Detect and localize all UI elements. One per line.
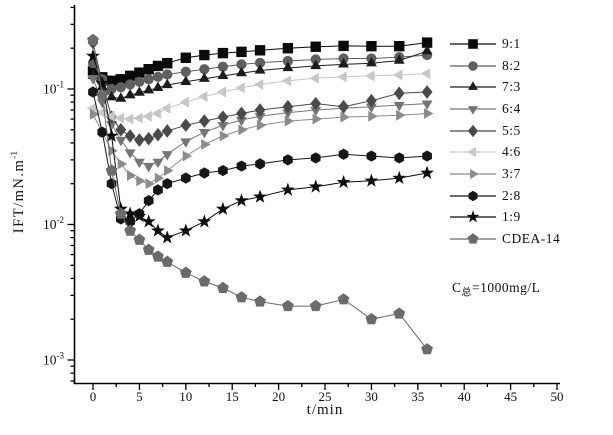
x-tick-label: 50 [551, 389, 564, 404]
x-tick-label: 30 [365, 389, 378, 404]
x-tick-label: 35 [411, 389, 424, 404]
series-6-4 [87, 75, 433, 173]
x-tick-label: 20 [272, 389, 285, 404]
legend-label: 7:3 [502, 79, 521, 95]
legend-item-3-7: 3:7 [449, 163, 560, 185]
annotation-subscript: 总 [461, 287, 473, 299]
total-concentration-annotation: C总=1000mg/L [452, 280, 540, 299]
y-axis-title: IFT/mN.m-1 [10, 92, 30, 292]
series-7-3 [87, 44, 433, 102]
legend-label: CDEA-14 [502, 231, 561, 247]
x-tick-label: 40 [458, 389, 471, 404]
x-axis-title: t/min [306, 402, 344, 418]
legend-marker-circle-icon [450, 60, 496, 71]
legend-item-8-2: 8:2 [449, 55, 560, 77]
legend-marker-pentagon-icon [450, 233, 496, 244]
legend-item-6-4: 6:4 [449, 98, 560, 120]
legend-item-4-6: 4:6 [449, 141, 560, 163]
axes [73, 5, 560, 385]
x-tick-label: 45 [504, 389, 517, 404]
y-tick-label: 10-2 [43, 215, 64, 232]
legend-item-5-5: 5:5 [449, 120, 560, 142]
y-axis-ticks [67, 6, 75, 382]
legend-marker-triangle-left-icon [450, 147, 496, 158]
legend-item-9-1: 9:1 [449, 33, 560, 55]
legend-label: 4:6 [502, 144, 521, 160]
series-cdea-14 [87, 33, 433, 355]
legend-item-2-8: 2:8 [449, 185, 560, 207]
x-tick-label: 25 [319, 389, 332, 404]
legend-marker-square-icon [450, 39, 496, 49]
y-axis-tick-labels: 10-1 10-2 10-3 [43, 80, 64, 368]
legend-marker-star-icon [450, 210, 496, 223]
legend-label: 1:9 [502, 209, 521, 225]
x-axis-tick-labels: 0 5 10 15 20 25 30 35 40 45 50 [90, 389, 564, 404]
x-tick-label: 5 [136, 389, 143, 404]
x-tick-label: 10 [179, 389, 192, 404]
y-axis-title-exponent: -1 [10, 150, 20, 159]
legend-label: 5:5 [502, 122, 521, 138]
x-axis-ticks [92, 383, 558, 390]
y-axis-title-text: IFT/mN.m [10, 158, 27, 234]
series-2-8 [88, 86, 432, 228]
x-tick-label: 0 [90, 389, 97, 404]
series-4-6 [86, 68, 431, 125]
annotation-value: =1000mg/L [472, 280, 541, 295]
legend-item-7-3: 7:3 [449, 76, 560, 98]
legend-marker-triangle-down-icon [450, 106, 496, 115]
legend-item-cdea-14: CDEA-14 [449, 228, 560, 250]
legend-marker-hexagon-icon [450, 190, 496, 201]
y-tick-label: 10-1 [43, 80, 64, 97]
legend-label: 2:8 [502, 187, 521, 203]
legend-label: 6:4 [502, 100, 521, 116]
annotation-prefix: C [452, 280, 462, 295]
legend-label: 3:7 [502, 165, 521, 181]
legend-marker-triangle-up-icon [450, 81, 496, 91]
y-tick-label: 10-3 [43, 351, 64, 368]
legend-label: 9:1 [502, 35, 521, 51]
legend-item-1-9: 1:9 [449, 207, 560, 229]
series-5-5 [87, 35, 433, 147]
legend-marker-diamond-icon [450, 124, 496, 137]
x-tick-label: 15 [226, 389, 239, 404]
legend: 9:1 8:2 7:3 6:4 5:5 4:6 3:7 2:8 1:9 CDEA-14 [449, 33, 560, 250]
legend-marker-triangle-right-icon [450, 168, 496, 179]
series-3-7 [89, 108, 434, 190]
legend-label: 8:2 [502, 57, 521, 73]
